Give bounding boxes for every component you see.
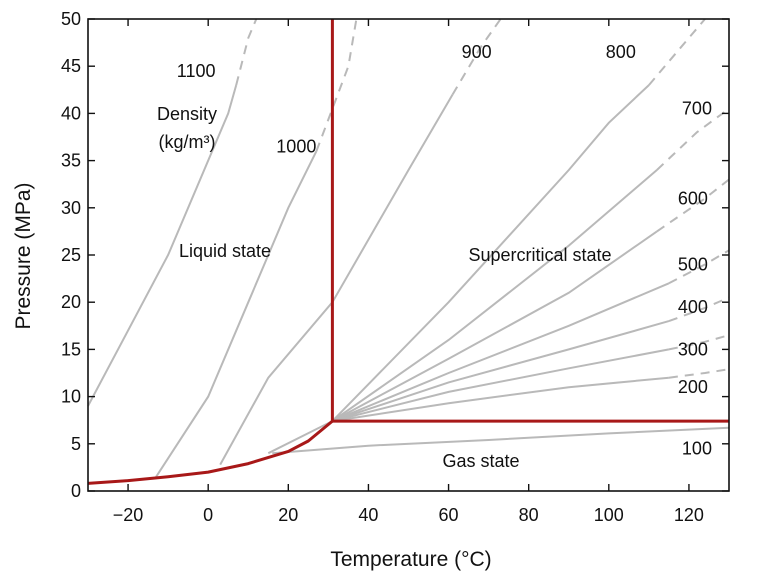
isochore-label-900: 900 [462,42,492,62]
isochore-300-dashed [668,334,730,351]
isochore-label-1000: 1000 [276,136,316,156]
isochore-400-dashed [668,296,730,323]
y-tick-label: 15 [61,339,81,359]
y-tick-label: 0 [71,481,81,501]
y-tick-label: 25 [61,245,81,265]
x-tick-label: 20 [278,505,298,525]
y-tick-label: 45 [61,56,81,76]
liquid-state-label: Liquid state [179,241,271,261]
isochore-label-600: 600 [678,188,708,208]
y-tick-label: 10 [61,387,81,407]
y-tick-label: 5 [71,434,81,454]
isochore-label-500: 500 [678,254,708,274]
isochore-500-line [332,282,670,423]
x-tick-label: 100 [594,505,624,525]
isochore-800-line [267,84,650,455]
isochore-label-300: 300 [678,339,708,359]
isochore-label-1100: 1100 [177,61,216,81]
isochore-label-layer: 1100 1000 900 800 700 600 500 400 300 200 100 [177,42,712,458]
x-tick-label: 80 [519,505,539,525]
isochore-label-100: 100 [682,439,712,459]
x-tick-label: 120 [674,505,704,525]
axis-tick-layer: −20 0 20 40 60 80 100 120 0 5 10 15 20 25 30 35 40 45 50 [61,9,729,525]
y-tick-label: 20 [61,292,81,312]
isochore-1100-dashed [235,18,258,86]
x-tick-label: 60 [439,505,459,525]
isochore-label-700: 700 [682,99,712,119]
gas-state-label: Gas state [442,451,519,471]
isochore-600-line [331,230,658,422]
isochore-label-200: 200 [678,377,708,397]
x-tick-label: 40 [358,505,378,525]
isochore-100-line [272,426,730,455]
isochore-900-line [219,93,454,466]
supercritical-state-label: Supercritical state [468,245,611,265]
y-tick-label: 35 [61,151,81,171]
isochore-700-line [331,169,658,422]
isochore-1000-line [155,150,318,478]
y-tick-label: 50 [61,9,81,29]
vapor-pressure-curve [87,419,334,485]
density-title-line2: (kg/m³) [159,132,216,152]
y-tick-label: 30 [61,198,81,218]
phase-boundary-layer [87,19,729,485]
isochore-500-dashed [668,249,730,285]
isochore-1100-line [87,84,238,407]
x-axis-title: Temperature (°C) [330,548,491,571]
isochore-900-dashed [451,18,502,96]
isochore-300-line [332,348,670,423]
y-tick-label: 40 [61,103,81,123]
x-tick-label: −20 [113,505,144,525]
isochore-1000-dashed [315,18,358,152]
isochore-200-dashed [668,368,730,379]
y-axis-title: Pressure (MPa) [12,182,35,329]
isochore-700-dashed [656,107,730,171]
isochore-label-800: 800 [606,42,636,62]
x-tick-label: 0 [203,505,213,525]
isochore-layer [87,18,730,478]
density-title-line1: Density [157,104,217,124]
isochore-200-line [332,376,669,423]
isochore-800-dashed [648,18,706,86]
isochore-label-400: 400 [678,297,708,317]
isochore-600-dashed [656,178,730,233]
isochore-400-line [332,320,670,423]
